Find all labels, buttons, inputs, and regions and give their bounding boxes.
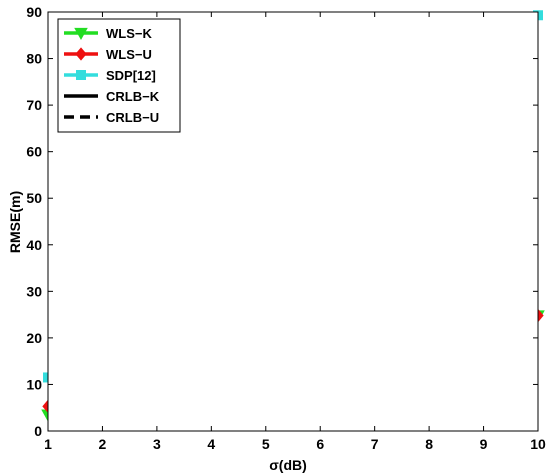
x-tick-label: 5 [262, 436, 270, 452]
x-tick-label: 7 [371, 436, 379, 452]
y-tick-label: 40 [26, 237, 42, 253]
tick-labels: 1 2 3 4 5 6 7 8 9 10 0 10 20 30 40 50 60 70 80 90 [26, 4, 546, 452]
y-tick-label: 80 [26, 51, 42, 67]
axes-frame [47, 11, 539, 432]
legend-entry-sdp-12: SDP[12] [64, 68, 156, 83]
x-tick-label: 1 [44, 436, 52, 452]
y-tick-label: 50 [26, 190, 42, 206]
legend-label-sdp-12: SDP[12] [106, 68, 156, 83]
x-tick-label: 4 [207, 436, 215, 452]
y-tick-label: 90 [26, 4, 42, 20]
x-axis-label: σ(dB) [269, 457, 307, 473]
legend-label-crlb-u: CRLB−U [106, 110, 159, 125]
legend-marker-sdp-12 [76, 70, 86, 80]
legend: WLS−K WLS−U SDP[12] CRLB−K CRLB−U [57, 18, 181, 133]
x-tick-label: 3 [153, 436, 161, 452]
y-tick-label: 10 [26, 376, 42, 392]
legend-entry-wls-u: WLS−U [64, 47, 152, 62]
x-tick-label: 10 [530, 436, 546, 452]
y-axis-label: RMSE(m) [7, 191, 23, 253]
legend-label-wls-k: WLS−K [106, 26, 152, 41]
x-tick-label: 8 [425, 436, 433, 452]
legend-entry-crlb-u: CRLB−U [64, 110, 159, 125]
legend-entry-wls-k: WLS−K [64, 26, 152, 41]
y-tick-label: 60 [26, 144, 42, 160]
y-tick-label: 30 [26, 283, 42, 299]
x-tick-label: 6 [316, 436, 324, 452]
legend-label-crlb-k: CRLB−K [106, 89, 160, 104]
y-tick-label: 20 [26, 330, 42, 346]
x-tick-label: 2 [99, 436, 107, 452]
x-tick-label: 9 [480, 436, 488, 452]
legend-entry-crlb-k: CRLB−K [64, 89, 160, 104]
y-tick-label: 70 [26, 97, 42, 113]
legend-marker-wls-u [75, 47, 87, 61]
legend-label-wls-u: WLS−U [106, 47, 152, 62]
legend-marker-wls-k [74, 27, 88, 41]
y-tick-label: 0 [34, 423, 42, 439]
